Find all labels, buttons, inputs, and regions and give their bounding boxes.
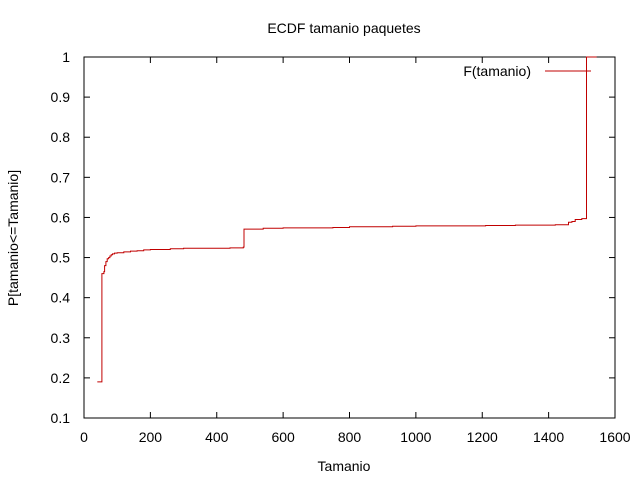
legend-label: F(tamanio) bbox=[463, 63, 531, 79]
y-tick-label: 0.1 bbox=[51, 410, 71, 426]
x-tick-label: 1200 bbox=[467, 429, 498, 445]
x-tick-label: 600 bbox=[271, 429, 295, 445]
x-tick-label: 800 bbox=[338, 429, 362, 445]
y-tick-label: 0.3 bbox=[51, 330, 71, 346]
axis-ticks bbox=[83, 56, 616, 419]
y-tick-label: 0.7 bbox=[51, 169, 71, 185]
x-tick-label: 200 bbox=[139, 429, 163, 445]
x-tick-label: 1000 bbox=[400, 429, 431, 445]
y-tick-label: 0.5 bbox=[51, 250, 71, 266]
y-tick-label: 0.8 bbox=[51, 129, 71, 145]
ecdf-series-line bbox=[97, 56, 597, 383]
chart-title: ECDF tamanio paquetes bbox=[267, 20, 420, 36]
y-tick-label: 0.6 bbox=[51, 209, 71, 225]
x-tick-label: 400 bbox=[205, 429, 229, 445]
y-tick-label: 0.2 bbox=[51, 370, 71, 386]
legend: F(tamanio) bbox=[463, 63, 591, 79]
axis-tick-labels: 0 200 400 600 800 1000 1200 1400 1600 0.1 0.2 0.3 0.… bbox=[51, 49, 631, 445]
y-tick-label: 0.4 bbox=[51, 290, 71, 306]
x-axis-label: Tamanio bbox=[318, 458, 371, 474]
y-tick-label: 0.9 bbox=[51, 89, 71, 105]
y-axis-label: P[tamanio<=Tamanio] bbox=[5, 170, 21, 306]
x-tick-label: 1400 bbox=[533, 429, 564, 445]
x-tick-label: 1600 bbox=[599, 429, 630, 445]
y-tick-label: 1 bbox=[62, 49, 70, 65]
x-tick-label: 0 bbox=[80, 429, 88, 445]
plot-frame bbox=[83, 56, 616, 419]
